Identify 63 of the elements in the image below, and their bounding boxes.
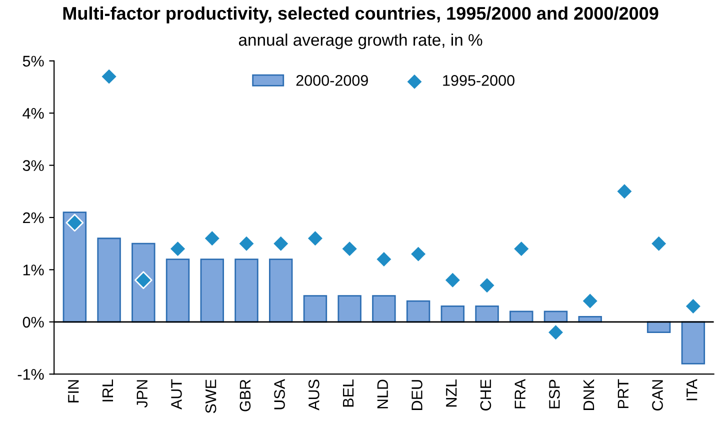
bar	[338, 295, 362, 323]
chart-title: Multi-factor productivity, selected countries, 1995/2000 and 2000/2009	[63, 6, 658, 24]
x-tick-label: FRA	[514, 378, 526, 408]
y-tick-label: 4%	[22, 108, 44, 119]
point	[238, 234, 256, 253]
x-tick-label: USA	[274, 378, 285, 410]
bar	[200, 258, 224, 323]
x-tick-label: ITA	[686, 378, 698, 400]
legend-label: 2000-2009	[296, 75, 368, 86]
y-tick-label: 5%	[22, 56, 44, 67]
x-tick-label: CAN	[652, 380, 663, 410]
x-tick-label: AUT	[171, 379, 182, 410]
y-tick-label: 0%	[22, 316, 44, 328]
x-tick-label: JPN	[136, 380, 148, 408]
bar	[406, 300, 430, 323]
bar	[62, 212, 87, 323]
point	[650, 234, 668, 253]
bar	[268, 258, 293, 323]
bar	[440, 306, 465, 323]
x-tick-label: DEU	[412, 380, 422, 410]
point	[203, 229, 222, 248]
point	[478, 276, 496, 294]
point	[684, 297, 702, 316]
bar	[234, 258, 258, 323]
bar	[166, 258, 190, 323]
y-tick-label: -1%	[18, 369, 44, 380]
x-tick-label: DNK	[584, 379, 594, 410]
bar	[97, 238, 121, 323]
point	[581, 292, 600, 310]
point	[409, 245, 428, 263]
point	[512, 240, 530, 258]
point	[66, 214, 84, 232]
bar	[475, 306, 499, 323]
chart-subtitle: annual average growth rate, in %	[238, 34, 482, 50]
point	[340, 240, 358, 258]
x-tick-label: FIN	[68, 380, 79, 402]
x-tick-label: PRT	[618, 379, 628, 408]
legend-label: 1995-2000	[443, 75, 514, 86]
bar	[132, 242, 156, 323]
point	[444, 271, 462, 290]
point	[134, 271, 152, 290]
point	[616, 182, 634, 200]
point	[272, 234, 290, 253]
x-tick-label: BEL	[343, 379, 354, 407]
x-tick-label: SWE	[205, 380, 216, 414]
point	[375, 250, 393, 268]
point	[168, 240, 187, 258]
bar	[681, 321, 706, 364]
x-tick-label: ESP	[549, 380, 560, 408]
point	[546, 323, 565, 342]
bar	[303, 295, 328, 323]
x-tick-label: CHE	[480, 380, 492, 410]
x-tick-label: GBR	[240, 380, 251, 412]
x-tick-label: NZL	[446, 379, 457, 407]
bar	[372, 295, 396, 323]
y-tick-label: 3%	[22, 160, 44, 171]
x-tick-label: IRL	[102, 379, 113, 402]
point	[100, 68, 118, 86]
y-tick-label: 2%	[23, 212, 44, 224]
x-tick-label: AUS	[308, 380, 320, 410]
x-tick-label: NLD	[377, 380, 388, 408]
point	[306, 229, 324, 248]
y-tick-label: 1%	[23, 264, 44, 276]
